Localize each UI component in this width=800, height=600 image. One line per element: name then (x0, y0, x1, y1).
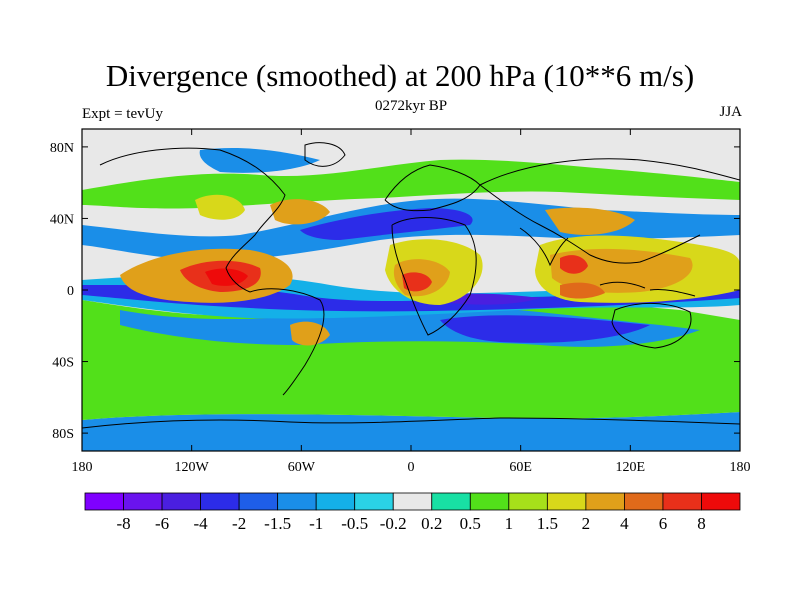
plot-title: Divergence (smoothed) at 200 hPa (10**6 … (105, 58, 695, 93)
colorbar-swatch (84, 492, 124, 511)
colorbar-swatch (624, 492, 664, 511)
colorbar-labels: -8 -6 -4 -2 -1.5 -1 -0.5 -0.2 0.2 0.5 1 1.5 2 4 6 8 (116, 514, 705, 533)
colorbar-swatch (354, 492, 394, 511)
coast-australia (611, 302, 692, 349)
x-tick-label: 120E (616, 460, 646, 475)
y-tick-label: 0 (67, 284, 74, 299)
x-tick-label: 180 (730, 460, 751, 475)
contour-npac-yellow (195, 194, 245, 220)
x-tick-label: 60E (509, 460, 532, 475)
colorbar-swatch (469, 492, 510, 511)
contour-africa-red (402, 272, 432, 292)
contour-epac-peak (205, 268, 248, 286)
contour-wpac-red1 (560, 255, 588, 274)
coast-greenland (304, 142, 346, 167)
colorbar-swatch (662, 492, 702, 511)
colorbar-swatch (585, 492, 625, 511)
colorbar-swatch (161, 492, 201, 511)
x-axis-labels: 180 120W 60W 0 60E 120E 180 (72, 460, 751, 475)
colorbar-label: 0.2 (421, 514, 442, 533)
season-label: JJA (719, 104, 742, 120)
colorbar-label: -8 (116, 514, 130, 533)
coast-north-america (99, 147, 286, 293)
coast-asia (479, 158, 740, 264)
contour-antarctic-green (82, 390, 740, 420)
colorbar-label: 2 (582, 514, 591, 533)
colorbar-swatch (392, 492, 433, 511)
y-tick-label: 80S (52, 427, 74, 442)
colorbar-swatch (508, 492, 548, 511)
divergence-field (82, 129, 740, 451)
y-tick-label: 40S (52, 356, 74, 371)
colorbar-swatch (546, 492, 587, 511)
x-tick-label: 120W (175, 460, 210, 475)
contour-arctic-blue (199, 148, 320, 173)
coastlines (82, 142, 740, 429)
colorbar-label: -0.5 (341, 514, 368, 533)
contour-wpac-orange (550, 248, 693, 293)
contour-arctic-green (82, 159, 740, 209)
y-tick-label: 80N (50, 141, 74, 156)
colorbar-label: 6 (659, 514, 668, 533)
x-tick-label: 60W (288, 460, 316, 475)
colorbar-label: -0.2 (380, 514, 407, 533)
colorbar-label: -1.5 (264, 514, 291, 533)
y-tick-label: 40N (50, 212, 74, 227)
contour-natl-orange (270, 199, 330, 225)
coast-maritime (599, 281, 696, 297)
colorbar-label: 4 (620, 514, 629, 533)
contour-antarctic-blue (82, 412, 740, 451)
axis-ticks (81, 129, 741, 451)
colorbar-label: -2 (232, 514, 246, 533)
contour-asia-orange (545, 207, 635, 235)
contour-wpac-red2 (560, 282, 605, 299)
contour-southern-darkblue (440, 315, 650, 343)
colorbar-swatch (701, 492, 741, 511)
contour-spac-orange (290, 321, 330, 346)
colorbar-label: 0.5 (460, 514, 481, 533)
coast-south-america (249, 288, 325, 396)
colorbar-label: 1.5 (537, 514, 558, 533)
colorbar-swatch (277, 492, 317, 511)
colorbar (84, 492, 741, 511)
colorbar-label: -1 (309, 514, 323, 533)
x-tick-label: 0 (408, 460, 415, 475)
coast-africa (391, 217, 477, 336)
colorbar-swatch (431, 492, 471, 511)
colorbar-swatch (200, 492, 240, 511)
coast-antarctica (82, 417, 740, 429)
colorbar-swatch (238, 492, 279, 511)
colorbar-label: 1 (505, 514, 514, 533)
x-tick-label: 180 (72, 460, 93, 475)
colorbar-label: 8 (697, 514, 706, 533)
time-label: 0272kyr BP (374, 98, 448, 114)
coast-india (519, 227, 569, 267)
colorbar-swatch (123, 492, 163, 511)
contour-north-darkblue (300, 208, 473, 240)
colorbar-swatch (315, 492, 356, 511)
experiment-label: Expt = tevUy (82, 106, 163, 122)
y-axis-labels: 80N 40N 0 40S 80S (50, 141, 74, 442)
colorbar-label: -6 (155, 514, 169, 533)
colorbar-label: -4 (194, 514, 209, 533)
